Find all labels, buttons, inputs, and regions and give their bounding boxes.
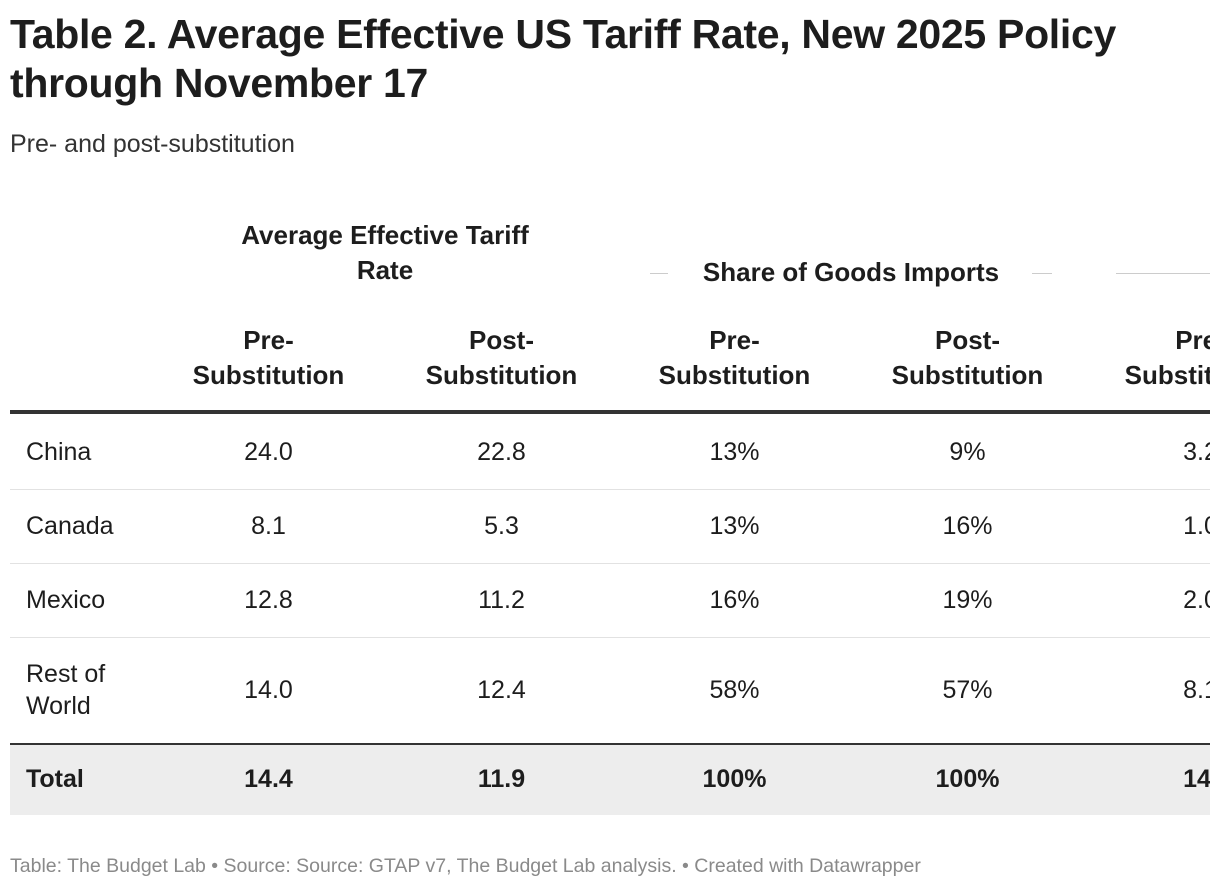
row-rule [10,489,1210,490]
column-header: Post-Substitution [891,325,1044,390]
cell: 8.1 [1183,676,1210,704]
cell: 5.3 [484,512,519,540]
row-rule [10,637,1210,638]
cell: 1.0 [1183,512,1210,540]
total-cell: 14.4 [244,765,293,793]
cell: 3.2 [1183,437,1210,466]
cell: 12.8 [244,586,293,614]
cell: 16% [942,512,993,540]
title: Table 2. Average Effective US Tariff Rat… [10,11,1116,106]
column-header: Pre-Substitution [658,325,811,390]
footer: Table: The Budget Lab • Source: Source: … [10,855,921,877]
cell: 9% [949,437,986,466]
cell: 8.1 [251,512,286,540]
row-label: Rest of World [26,660,106,720]
group-header: Share of Goods Imports [702,257,1000,287]
cell: 12.4 [477,676,526,704]
group-rule [650,273,668,274]
total-cell: 11.9 [477,765,526,793]
cell: 11.2 [478,586,525,614]
total-cell: 100% [702,765,767,793]
table: Average Effective Tariff Rate Share of Go… [10,200,1210,830]
column-header: Post-Substitution [425,325,578,390]
total-cell: 100% [935,765,1000,793]
header-rule [10,410,1210,414]
subtitle: Pre- and post-substitution [10,130,295,158]
total-row-bg [10,743,1210,815]
row-label: Mexico [26,586,106,614]
row-rule [10,563,1210,564]
column-header: Pre-Substitution [1124,325,1210,390]
total-label: Total [26,765,84,793]
group-header: Average Effective Tariff Rate [241,220,529,285]
cell: 58% [709,676,760,704]
cell: 16% [709,586,760,614]
cell: 13% [709,437,760,466]
column-header: Pre-Substitution [192,325,345,390]
cell: 22.8 [477,437,526,466]
group-rule [1032,273,1052,274]
cell: 57% [942,676,993,704]
cell: 19% [942,586,993,614]
total-cell: 14. [1183,765,1210,793]
cell: 2.0 [1183,586,1210,614]
cell: 24.0 [244,437,293,466]
cell: 13% [709,512,760,540]
cell: 14.0 [244,676,293,704]
group-rule [1116,273,1210,274]
row-label: China [26,437,92,466]
row-label: Canada [26,512,114,540]
